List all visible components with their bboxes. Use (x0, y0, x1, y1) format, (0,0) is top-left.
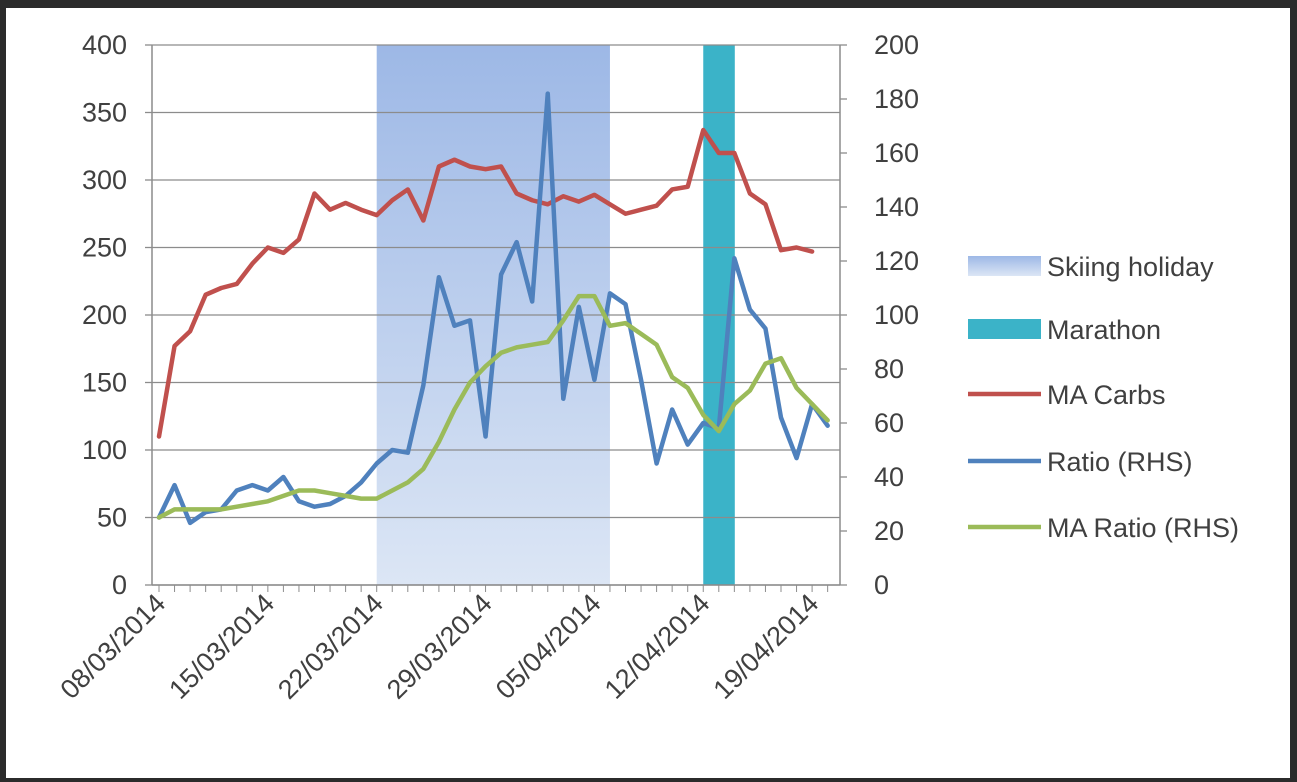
left-tick-label: 50 (97, 503, 127, 533)
right-tick-label: 0 (874, 570, 889, 600)
left-tick-label: 0 (112, 570, 127, 600)
x-tick-label: 19/04/2014 (708, 588, 825, 705)
legend-swatch-skiing-holiday (968, 256, 1041, 276)
series-layer (156, 91, 830, 526)
x-tick-label: 05/04/2014 (490, 588, 607, 705)
chart-svg: 0 50 100 150 200 250 300 350 400 0 20 40 60 80 100 120 1… (54, 30, 1239, 705)
right-tick-label: 120 (874, 246, 919, 276)
right-tick-label: 100 (874, 300, 919, 330)
series-ma-carbs (156, 127, 815, 439)
legend-label: MA Ratio (RHS) (1047, 513, 1239, 543)
legend-layer: Skiing holiday Marathon MA Carbs Ratio (RHS… (968, 252, 1239, 543)
left-tick-label: 100 (82, 435, 127, 465)
right-tick-label: 20 (874, 516, 904, 546)
left-tick-label: 350 (82, 98, 127, 128)
left-tick-label: 400 (82, 30, 127, 60)
x-tick-label: 08/03/2014 (54, 588, 171, 705)
legend-label: Ratio (RHS) (1047, 447, 1193, 477)
right-tick-label: 160 (874, 138, 919, 168)
left-tick-label: 150 (82, 368, 127, 398)
chart-frame: 0 50 100 150 200 250 300 350 400 0 20 40 60 80 100 120 1… (6, 8, 1290, 778)
left-tick-label: 250 (82, 233, 127, 263)
right-tick-label: 40 (874, 462, 904, 492)
x-tick-label: 22/03/2014 (272, 588, 389, 705)
legend-label: Marathon (1047, 315, 1161, 345)
right-tick-label: 180 (874, 84, 919, 114)
x-tick-label: 29/03/2014 (381, 588, 498, 705)
legend-label: MA Carbs (1047, 380, 1166, 410)
right-tick-label: 140 (874, 192, 919, 222)
left-tick-label: 200 (82, 300, 127, 330)
axis-layer (145, 44, 847, 592)
legend-label: Skiing holiday (1047, 252, 1214, 282)
right-tick-label: 200 (874, 30, 919, 60)
right-tick-label: 80 (874, 354, 904, 384)
legend-swatch-marathon (968, 319, 1041, 339)
x-tick-label: 12/04/2014 (599, 588, 716, 705)
series-ma-ratio (156, 293, 830, 520)
right-tick-label: 60 (874, 408, 904, 438)
left-tick-label: 300 (82, 165, 127, 195)
x-tick-label: 15/03/2014 (163, 588, 280, 705)
